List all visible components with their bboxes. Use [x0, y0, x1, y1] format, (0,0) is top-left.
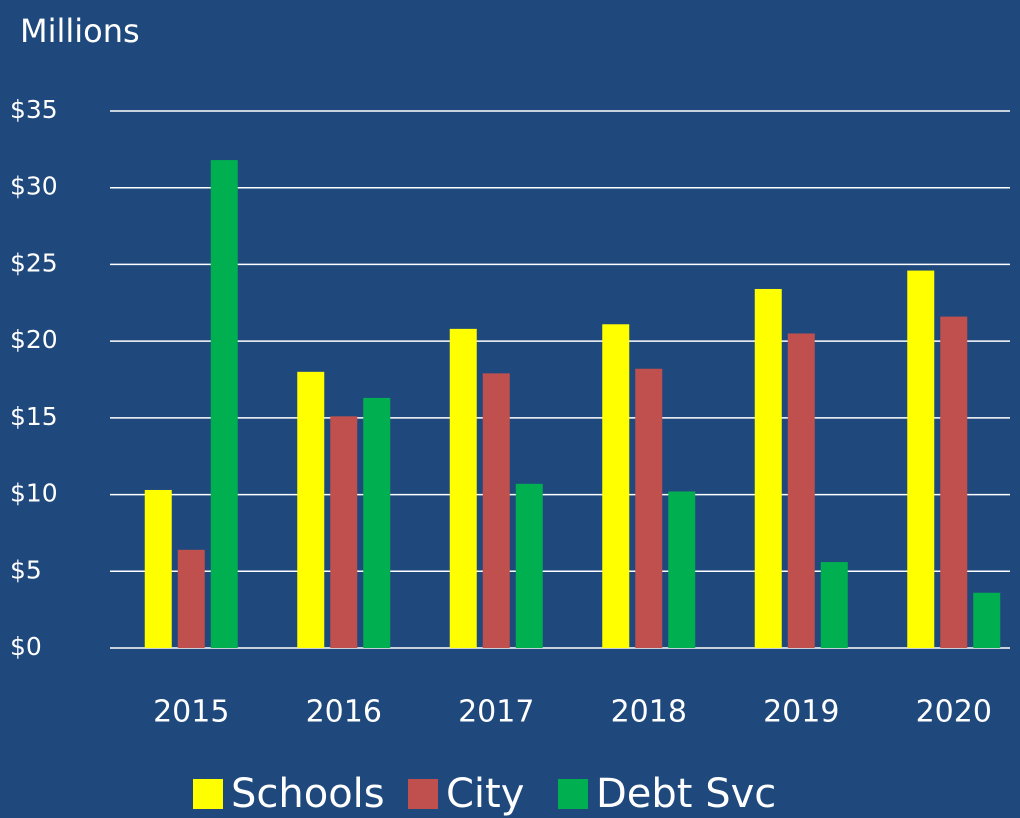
legend-swatch [193, 779, 223, 809]
y-tick-label: $35 [10, 95, 58, 124]
bar [635, 368, 663, 648]
bar [668, 491, 696, 648]
y-tick-label: $15 [10, 402, 58, 431]
x-tick-label: 2015 [153, 695, 229, 730]
legend-label: City [446, 771, 524, 817]
y-tick-label: $10 [10, 479, 58, 508]
bar [363, 397, 391, 648]
y-tick-label: $0 [10, 632, 42, 661]
bar [449, 328, 477, 648]
bar [973, 592, 1001, 648]
y-tick-label: $5 [10, 555, 42, 584]
bar [144, 489, 172, 648]
x-tick-label: 2020 [916, 695, 992, 730]
bar [907, 270, 935, 648]
bar [602, 324, 630, 648]
bar [754, 288, 782, 648]
legend-label: Debt Svc [596, 771, 776, 817]
bar [177, 549, 205, 648]
x-tick-label: 2017 [458, 695, 534, 730]
y-tick-label: $30 [10, 172, 58, 201]
bar [940, 316, 968, 648]
bar [210, 160, 238, 648]
bar [515, 483, 543, 648]
chart-title: Millions [20, 12, 140, 50]
y-tick-label: $20 [10, 325, 58, 354]
x-tick-label: 2019 [763, 695, 839, 730]
x-tick-label: 2016 [306, 695, 382, 730]
bar [787, 333, 815, 648]
bar [820, 562, 848, 648]
legend-swatch [408, 779, 438, 809]
y-tick-label: $25 [10, 248, 58, 277]
bar [297, 371, 325, 648]
legend-label: Schools [231, 771, 385, 817]
bar [482, 373, 510, 648]
bar [330, 416, 358, 648]
x-tick-label: 2018 [611, 695, 687, 730]
legend-swatch [558, 779, 588, 809]
